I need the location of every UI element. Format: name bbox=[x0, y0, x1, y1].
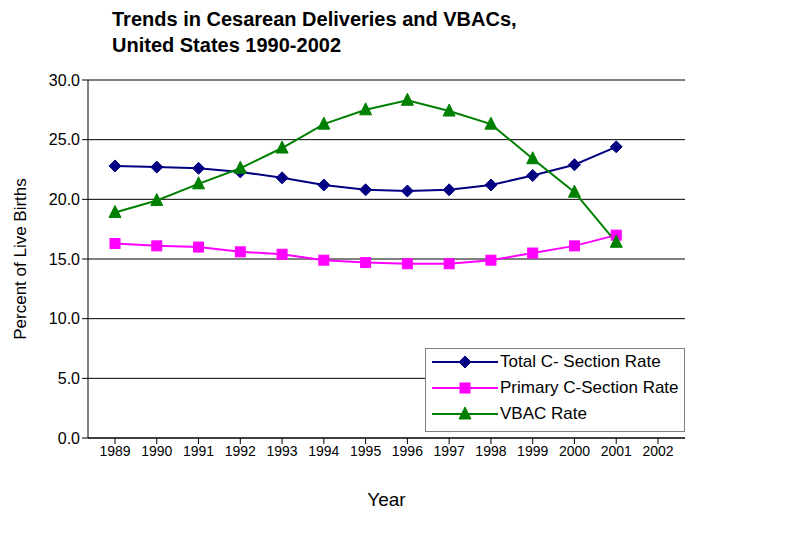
html-text:Primary C-Section Rate: Primary C-Section Rate bbox=[500, 378, 679, 397]
svg-text:2001: 2001 bbox=[601, 443, 632, 459]
svg-text:1995: 1995 bbox=[350, 443, 381, 459]
svg-text:Percent of Live Births: Percent of Live Births bbox=[11, 178, 30, 340]
svg-text:1999: 1999 bbox=[517, 443, 548, 459]
html-text:Total C- Section Rate: Total C- Section Rate bbox=[500, 352, 661, 371]
svg-text:1997: 1997 bbox=[434, 443, 465, 459]
svg-text:25.0: 25.0 bbox=[49, 131, 80, 148]
svg-text:15.0: 15.0 bbox=[49, 251, 80, 268]
svg-text:20.0: 20.0 bbox=[49, 191, 80, 208]
svg-text:2000: 2000 bbox=[559, 443, 590, 459]
svg-text:1989: 1989 bbox=[99, 443, 130, 459]
svg-text:1994: 1994 bbox=[308, 443, 339, 459]
svg-text:1998: 1998 bbox=[475, 443, 506, 459]
svg-text:1993: 1993 bbox=[266, 443, 297, 459]
svg-text:1992: 1992 bbox=[225, 443, 256, 459]
svg-text:0.0: 0.0 bbox=[58, 430, 80, 447]
svg-text:Year: Year bbox=[367, 489, 406, 510]
svg-text:5.0: 5.0 bbox=[58, 370, 80, 387]
html-text:Trends in Cesarean Deliveries: Trends in Cesarean Deliveries and VBACs,… bbox=[112, 8, 517, 56]
svg-text:10.0: 10.0 bbox=[49, 310, 80, 327]
svg-text:2002: 2002 bbox=[642, 443, 673, 459]
svg-text:1990: 1990 bbox=[141, 443, 172, 459]
html-text:VBAC Rate: VBAC Rate bbox=[500, 404, 587, 423]
svg-text:1996: 1996 bbox=[392, 443, 423, 459]
svg-text:1991: 1991 bbox=[183, 443, 214, 459]
svg-text:30.0: 30.0 bbox=[49, 72, 80, 89]
